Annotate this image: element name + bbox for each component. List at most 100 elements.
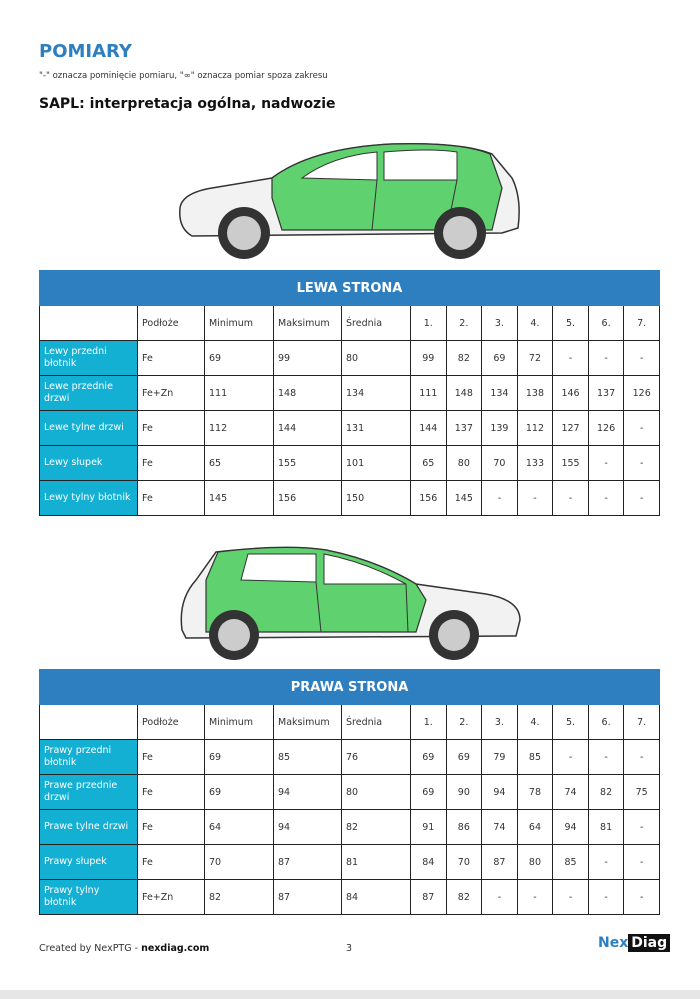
column-header: 6. [587, 305, 625, 341]
table-cell: 80 [341, 774, 411, 810]
table-cell: - [587, 879, 625, 915]
table-cell: - [481, 480, 518, 516]
row-label: Lewe przednie drzwi [39, 375, 138, 411]
car-right-side-image [180, 546, 521, 660]
table-cell: - [623, 445, 660, 481]
table-cell: 146 [552, 375, 589, 411]
table-cell: 87 [410, 879, 447, 915]
table-cell: 70 [204, 844, 274, 880]
table-cell: 84 [410, 844, 447, 880]
column-header: Maksimum [273, 704, 342, 740]
table-cell: 74 [552, 774, 589, 810]
legend-note: "-" oznacza pominięcie pomiaru, "∞" ozna… [39, 71, 328, 81]
left-table-title: LEWA STRONA [39, 270, 660, 306]
column-header: 2. [445, 305, 483, 341]
table-cell: Fe [137, 774, 205, 810]
table-cell: - [587, 340, 625, 376]
table-cell: 78 [516, 774, 554, 810]
table-cell: - [516, 879, 554, 915]
left-side-table: LEWA STRONA Podłoże Minimum Maksimum Średni… [39, 270, 660, 516]
table-cell: - [552, 879, 589, 915]
table-cell: 87 [273, 844, 342, 880]
page-title: POMIARY [39, 41, 132, 62]
table-cell: 94 [273, 809, 342, 845]
table-cell: 99 [273, 340, 342, 376]
table-cell: 148 [273, 375, 342, 411]
table-cell: Fe [137, 410, 205, 446]
table-cell: 82 [341, 809, 411, 845]
table-row: Lewe przednie drzwi Fe+Zn 111 148 134 111 148 1… [39, 375, 660, 411]
footer-created-by: Created by NexPTG - [39, 943, 142, 954]
column-header [39, 305, 138, 341]
column-header [39, 704, 138, 740]
table-cell: Fe [137, 739, 205, 775]
table-cell: 127 [552, 410, 589, 446]
column-header: 1. [410, 704, 447, 740]
table-cell: 101 [341, 445, 411, 481]
table-cell: 69 [204, 739, 274, 775]
table-row: Prawe tylne drzwi Fe 64 94 82 91 86 74 64 94 81- [39, 809, 660, 845]
column-header: 5. [552, 305, 589, 341]
header-row: Podłoże Minimum Maksimum Średnia 1. 2. 3. 4. 5. 6… [39, 704, 660, 740]
column-header: Średnia [341, 704, 411, 740]
column-header: Średnia [341, 305, 411, 341]
table-cell: - [623, 739, 660, 775]
table-row: Lewy przedni błotnik Fe 69 99 80 99 82 69 72- - - [39, 340, 660, 376]
table-cell: Fe [137, 809, 205, 845]
table-cell: 87 [481, 844, 518, 880]
table-cell: 145 [204, 480, 274, 516]
table-cell: - [623, 809, 660, 845]
table-cell: 64 [204, 809, 274, 845]
table-cell: 79 [481, 739, 518, 775]
table-cell: 87 [273, 879, 342, 915]
table-cell: Fe+Zn [137, 375, 205, 411]
table-cell: 69 [445, 739, 483, 775]
table-cell: 94 [273, 774, 342, 810]
row-label: Lewy słupek [39, 445, 138, 481]
table-cell: 69 [204, 774, 274, 810]
table-cell: 69 [410, 739, 447, 775]
table-cell: Fe [137, 844, 205, 880]
column-header: 4. [516, 704, 554, 740]
table-cell: 137 [587, 375, 625, 411]
table-cell: 91 [410, 809, 447, 845]
table-cell: 76 [341, 739, 411, 775]
table-cell: 111 [204, 375, 274, 411]
table-cell: 70 [481, 445, 518, 481]
table-cell: 94 [552, 809, 589, 845]
table-cell: - [587, 480, 625, 516]
table-cell: 86 [445, 809, 483, 845]
table-cell: 134 [481, 375, 518, 411]
column-header: 6. [587, 704, 625, 740]
column-header: 7. [623, 704, 660, 740]
bottom-bar [0, 990, 700, 999]
table-cell: 72 [516, 340, 554, 376]
car-left-side-image [179, 142, 520, 259]
table-cell: 156 [410, 480, 447, 516]
right-table-title: PRAWA STRONA [39, 669, 660, 705]
table-cell: 65 [410, 445, 447, 481]
table-cell: - [623, 410, 660, 446]
table-cell: 144 [410, 410, 447, 446]
table-cell: 82 [445, 879, 483, 915]
table-cell: - [481, 879, 518, 915]
table-cell: 82 [445, 340, 483, 376]
nexdiag-logo: Nex Diag [598, 934, 671, 952]
table-cell: Fe+Zn [137, 879, 205, 915]
footer-site-link[interactable]: nexdiag.com [141, 943, 210, 954]
column-header: Podłoże [137, 704, 205, 740]
row-label: Lewe tylne drzwi [39, 410, 138, 446]
section-subtitle: SAPL: interpretacja ogólna, nadwozie [39, 96, 336, 112]
column-header: 3. [481, 704, 518, 740]
table-cell: 145 [445, 480, 483, 516]
table-cell: 94 [481, 774, 518, 810]
table-cell: Fe [137, 340, 205, 376]
table-cell: 148 [445, 375, 483, 411]
row-label: Prawy słupek [39, 844, 138, 880]
footer-credit: Created by NexPTG - nexdiag.com [39, 943, 209, 954]
table-cell: 155 [552, 445, 589, 481]
table-row: Prawe przednie drzwi Fe 69 94 80 69 90 94 78 74 82… [39, 774, 660, 810]
table-cell: - [516, 480, 554, 516]
table-cell: 80 [445, 445, 483, 481]
